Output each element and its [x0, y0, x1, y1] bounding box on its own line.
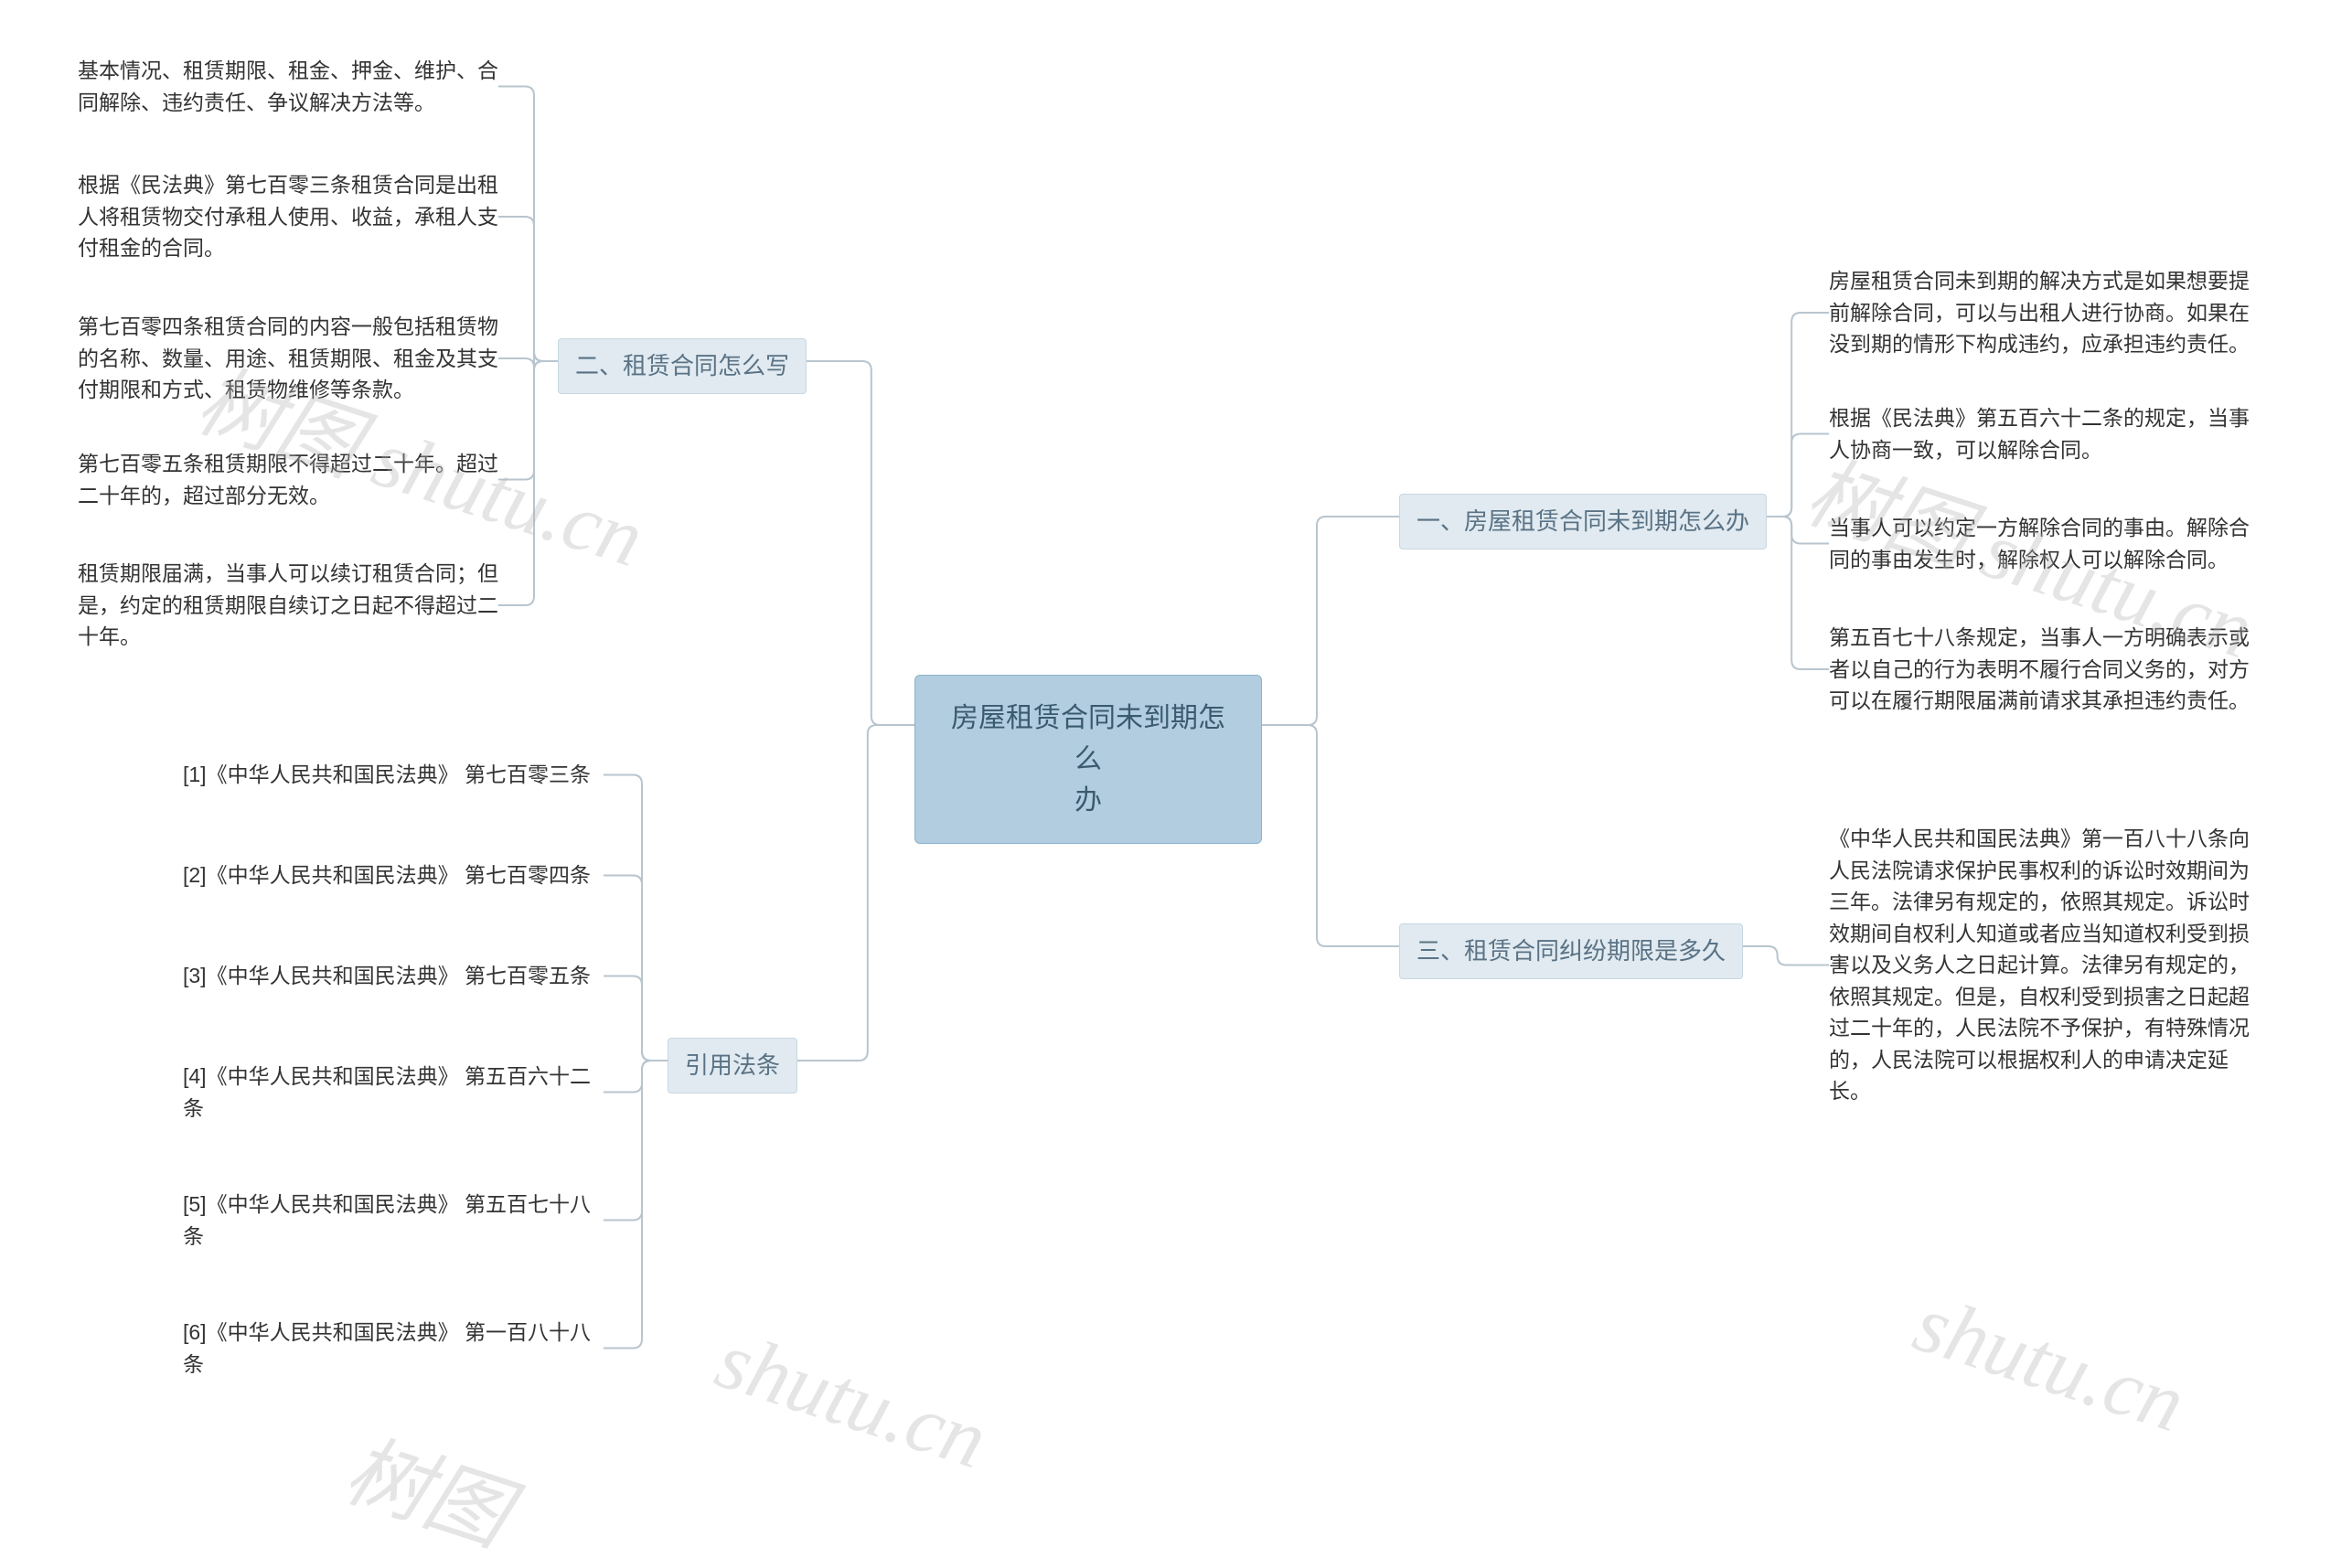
leaf-node: [5]《中华人民共和国民法典》 第五百七十八条	[183, 1189, 604, 1252]
leaf-node: 房屋租赁合同未到期的解决方式是如果想要提前解除合同，可以与出租人进行协商。如果在…	[1829, 265, 2268, 360]
leaf-node: 第五百七十八条规定，当事人一方明确表示或者以自己的行为表明不履行合同义务的，对方…	[1829, 622, 2268, 717]
leaf-node: 第七百零四条租赁合同的内容一般包括租赁物的名称、数量、用途、租赁期限、租金及其支…	[78, 311, 498, 406]
leaf-node: 《中华人民共和国民法典》第一百八十八条向人民法院请求保护民事权利的诉讼时效期间为…	[1829, 823, 2268, 1107]
leaf-node: [2]《中华人民共和国民法典》 第七百零四条	[183, 859, 604, 891]
leaf-node: [4]《中华人民共和国民法典》 第五百六十二条	[183, 1061, 604, 1124]
watermark: 树图	[333, 1403, 526, 1567]
watermark: shutu.cn	[705, 1313, 998, 1488]
leaf-node: 根据《民法典》第七百零三条租赁合同是出租人将租赁物交付承租人使用、收益，承租人支…	[78, 169, 498, 264]
root-line2: 办	[941, 780, 1235, 821]
leaf-node: 第七百零五条租赁期限不得超过二十年。超过二十年的，超过部分无效。	[78, 448, 498, 511]
branch-node: 引用法条	[668, 1038, 797, 1093]
watermark: shutu.cn	[1903, 1276, 2196, 1451]
branch-node: 二、租赁合同怎么写	[558, 338, 807, 394]
leaf-node: 根据《民法典》第五百六十二条的规定，当事人协商一致，可以解除合同。	[1829, 402, 2268, 465]
leaf-node: 基本情况、租赁期限、租金、押金、维护、合同解除、违约责任、争议解决方法等。	[78, 55, 498, 118]
branch-node: 一、房屋租赁合同未到期怎么办	[1399, 494, 1767, 549]
leaf-node: 租赁期限届满，当事人可以续订租赁合同；但是，约定的租赁期限自续订之日起不得超过二…	[78, 558, 498, 653]
leaf-node: [3]《中华人民共和国民法典》 第七百零五条	[183, 960, 604, 992]
branch-node: 三、租赁合同纠纷期限是多久	[1399, 923, 1743, 979]
root-line1: 房屋租赁合同未到期怎么	[941, 698, 1235, 780]
leaf-node: [1]《中华人民共和国民法典》 第七百零三条	[183, 759, 604, 791]
root-node: 房屋租赁合同未到期怎么 办	[914, 675, 1262, 844]
leaf-node: [6]《中华人民共和国民法典》 第一百八十八条	[183, 1317, 604, 1380]
leaf-node: 当事人可以约定一方解除合同的事由。解除合同的事由发生时，解除权人可以解除合同。	[1829, 512, 2268, 575]
